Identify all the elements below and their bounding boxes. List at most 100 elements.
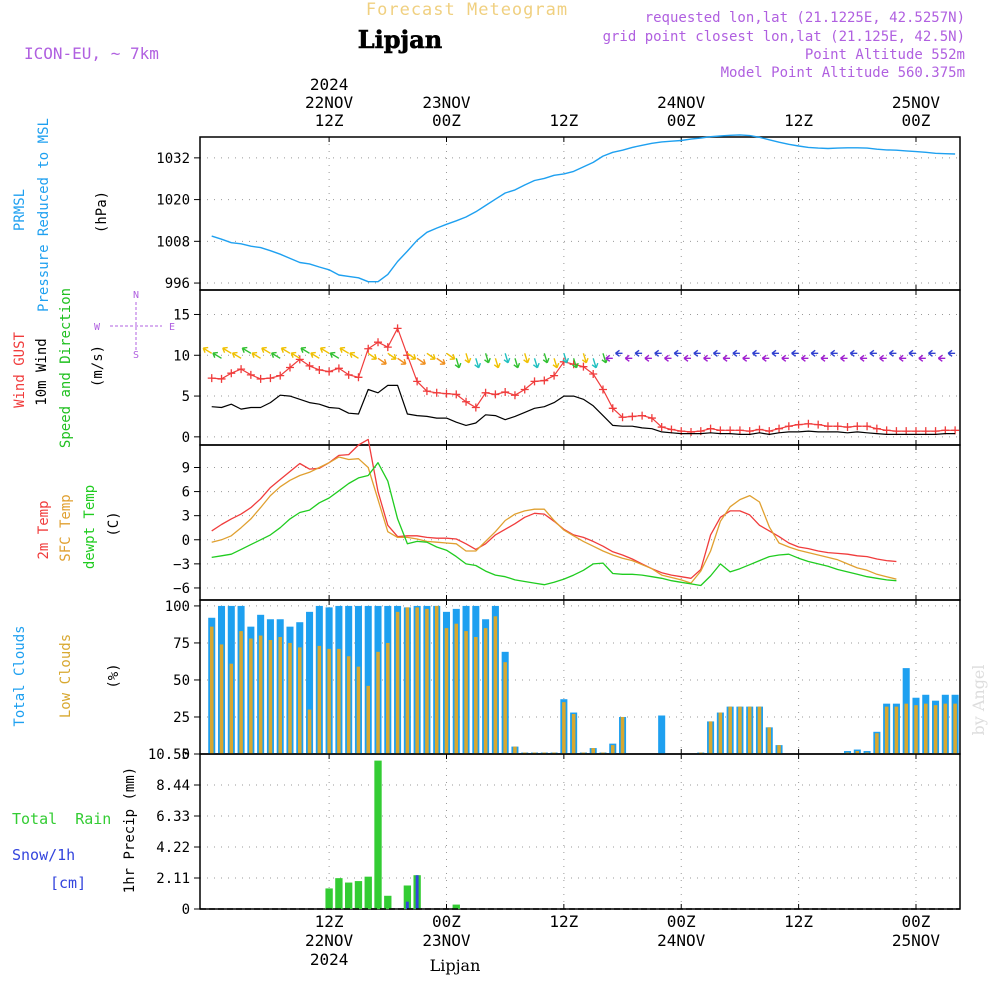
low-clouds-bar xyxy=(298,647,302,754)
wind-direction-arrow xyxy=(484,353,491,364)
low-clouds-bar xyxy=(483,628,488,754)
panel-frame xyxy=(199,136,961,291)
y-tick-label: 50 xyxy=(173,673,190,689)
gust-marker xyxy=(843,423,852,432)
gust-marker xyxy=(598,385,607,394)
wind-direction-arrow xyxy=(840,354,848,362)
wind-direction-arrow xyxy=(752,349,760,357)
rain-bar xyxy=(345,882,353,909)
gust-marker xyxy=(354,373,363,382)
low-clouds-bar xyxy=(493,616,498,754)
rain-bar xyxy=(374,760,382,909)
gust-marker xyxy=(735,426,744,435)
gust-marker xyxy=(951,426,960,435)
wind-direction-arrow xyxy=(503,353,511,364)
time-label-top: 00Z xyxy=(432,111,461,130)
model-label: ICON-EU, ~ 7km xyxy=(24,44,159,63)
compass-cross xyxy=(110,302,162,350)
wind-direction-arrow xyxy=(270,351,281,359)
time-label-bottom: 12Z xyxy=(784,912,813,931)
wind-direction-arrow xyxy=(387,352,397,360)
wind-direction-arrow xyxy=(800,354,809,362)
compass-w: W xyxy=(94,322,101,333)
y-tick-label: 1032 xyxy=(156,151,190,167)
low-clouds-bar xyxy=(288,642,292,754)
low-clouds-bar xyxy=(933,705,938,754)
low-clouds-bar xyxy=(757,706,762,754)
gust-marker xyxy=(804,419,813,428)
gust-marker xyxy=(775,424,784,433)
gust-marker xyxy=(716,426,725,435)
gust-marker xyxy=(638,411,647,420)
low-clouds-bar xyxy=(454,623,459,754)
total-clouds-bar xyxy=(306,611,314,754)
low-clouds-bar xyxy=(209,626,214,754)
gust-marker xyxy=(295,355,304,364)
wind10m-line xyxy=(211,384,956,435)
wind-direction-arrow xyxy=(397,357,407,365)
gust-marker xyxy=(608,404,617,413)
wind-direction-arrow xyxy=(654,349,662,357)
low-clouds-bar xyxy=(943,703,948,754)
gust-line xyxy=(211,327,956,433)
wind-direction-arrow xyxy=(310,351,320,359)
low-clouds-bar xyxy=(239,631,243,754)
time-label-bottom: 23NOV xyxy=(422,931,471,950)
wind-direction-arrow xyxy=(703,354,711,362)
pressure-label-1: PRMSL xyxy=(12,189,28,231)
rain-bar xyxy=(403,885,412,909)
low-clouds-bar xyxy=(747,706,752,754)
wind-direction-arrow xyxy=(407,352,417,360)
y-tick-label: 5 xyxy=(182,389,190,405)
time-label-bottom: 2024 xyxy=(310,950,349,969)
low-clouds-bar xyxy=(611,745,615,754)
y-tick-label: −3 xyxy=(173,557,190,573)
y-tick-label: 3 xyxy=(182,509,190,525)
wind-direction-arrow xyxy=(329,351,340,359)
low-clouds-bar xyxy=(591,748,595,754)
gust-marker xyxy=(227,369,236,378)
time-label-top: 23NOV xyxy=(422,93,471,112)
gust-marker xyxy=(589,370,598,379)
gust-marker xyxy=(814,420,823,429)
dewpt-label: dewpt Temp xyxy=(82,485,98,569)
gust-marker xyxy=(540,376,549,385)
info-line-3: Point Altitude 552m xyxy=(805,47,965,63)
rain-label: Total Rain xyxy=(12,810,111,828)
y-tick-label: −6 xyxy=(173,581,190,597)
gust-marker xyxy=(462,397,471,406)
low-clouds-bar xyxy=(425,608,429,754)
low-clouds-bar xyxy=(513,746,517,754)
y-tick-label: 2.11 xyxy=(156,871,190,887)
wind-direction-arrow xyxy=(761,354,770,362)
gust-marker xyxy=(344,370,353,379)
wind-direction-arrow xyxy=(280,346,291,354)
wind-direction-arrow xyxy=(732,349,740,357)
gust-marker xyxy=(256,374,265,383)
low-clouds-bar xyxy=(415,607,419,754)
time-label-bottom: 12Z xyxy=(315,912,344,931)
total-clouds-bar xyxy=(364,605,372,754)
low-clouds-bar xyxy=(767,727,772,754)
gust-marker xyxy=(882,426,891,435)
pressure-line xyxy=(211,134,956,283)
low-clouds-bar xyxy=(317,645,322,754)
gust-marker xyxy=(325,367,334,376)
time-label-bottom: 12Z xyxy=(549,912,578,931)
wind-direction-arrow xyxy=(888,349,897,357)
gust-marker xyxy=(364,344,373,353)
panel-clouds: 0 25 50 75 100 xyxy=(165,599,961,763)
gust-marker xyxy=(246,370,255,379)
snow-bar xyxy=(405,901,409,909)
time-label-top: 25NOV xyxy=(892,93,941,112)
gust-marker xyxy=(491,390,500,399)
wind-direction-arrow xyxy=(474,358,482,369)
total-clouds-bar xyxy=(658,715,666,754)
low-clouds-bar xyxy=(914,705,918,754)
gust-marker xyxy=(510,391,519,400)
panel-frame xyxy=(199,599,961,755)
low-clouds-bar xyxy=(855,751,860,754)
wind-direction-arrow xyxy=(300,346,310,354)
wind-direction-arrow xyxy=(591,358,599,369)
gust-marker xyxy=(794,420,803,429)
